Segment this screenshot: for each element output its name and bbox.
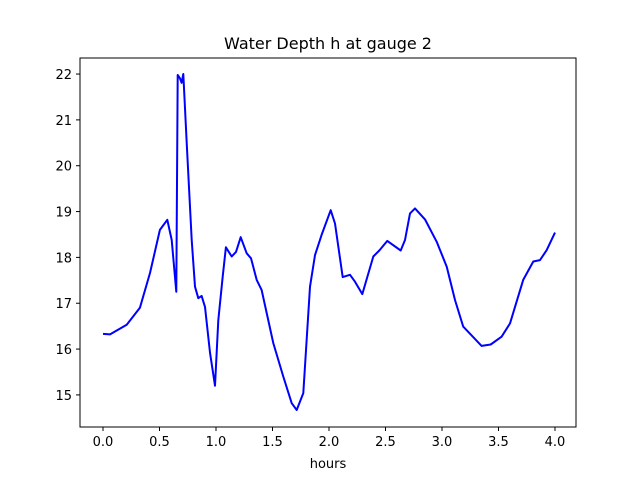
x-tick-label: 4.0 <box>545 435 566 450</box>
x-tick-label: 1.5 <box>262 435 283 450</box>
series-line-h <box>102 73 556 411</box>
x-tick-label: 3.0 <box>432 435 453 450</box>
y-tick-label: 17 <box>55 297 72 312</box>
y-axis: 15 16 17 18 19 20 21 22 <box>55 68 80 404</box>
y-tick-label: 15 <box>55 389 72 404</box>
x-axis: 0.0 0.5 1.0 1.5 2.0 2.5 3.0 3.5 4.0 <box>93 427 566 450</box>
y-tick-label: 19 <box>55 206 72 221</box>
x-tick-label: 0.0 <box>93 435 114 450</box>
y-tick-label: 18 <box>55 251 72 266</box>
y-tick-label: 16 <box>55 343 72 358</box>
x-tick-label: 3.5 <box>488 435 509 450</box>
y-tick-label: 22 <box>55 68 72 83</box>
y-tick-label: 21 <box>55 114 72 129</box>
axes-frame <box>79 57 577 428</box>
x-tick-label: 1.0 <box>206 435 227 450</box>
x-tick-label: 2.5 <box>375 435 396 450</box>
x-tick-label: 0.5 <box>149 435 170 450</box>
plot-area <box>102 73 556 411</box>
x-tick-label: 2.0 <box>319 435 340 450</box>
chart-title: Water Depth h at gauge 2 <box>224 34 432 53</box>
y-tick-label: 20 <box>55 160 72 175</box>
x-axis-label: hours <box>310 457 347 472</box>
